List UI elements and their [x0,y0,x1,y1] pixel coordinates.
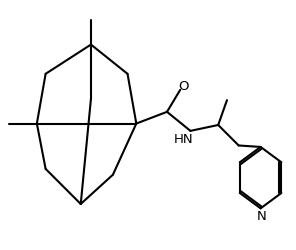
Text: N: N [256,210,266,223]
Text: O: O [178,80,189,93]
Text: HN: HN [173,132,193,145]
